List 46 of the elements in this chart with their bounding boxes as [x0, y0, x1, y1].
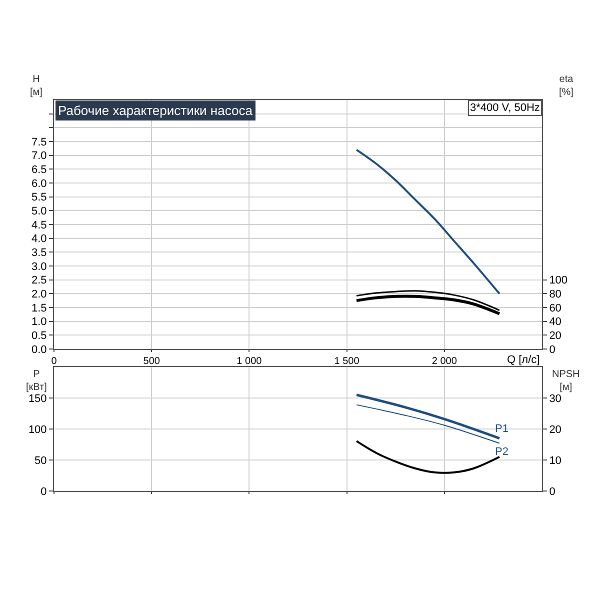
y2-axis-title: NPSH [м]: [552, 369, 580, 393]
y-tick-label: 2.0: [32, 288, 47, 301]
y-tick-label: 1.0: [32, 316, 47, 328]
y-tick-label: 7.0: [32, 150, 47, 162]
y2-tick-label: 0: [549, 486, 556, 498]
y-tick-label: 4.5: [32, 219, 47, 232]
y-tick-label: 7.5: [32, 136, 47, 148]
y-tick-label: 0: [40, 486, 47, 498]
y-tick-label: 150: [28, 392, 47, 405]
y2-tick-label: 0: [549, 344, 556, 356]
x-tick-label: 1 500: [334, 356, 360, 367]
annotation: 3*400 V, 50Hz: [470, 102, 540, 114]
y-tick-label: 5.5: [32, 192, 47, 204]
y-tick-label: 5.0: [32, 206, 47, 218]
x-tick-label: 1 000: [236, 356, 262, 367]
y2-axis-title: eta [%]: [559, 74, 574, 98]
y-tick-label: 100: [28, 424, 47, 436]
y-axis-title: H [м]: [30, 74, 43, 98]
y2-tick-label: 20: [549, 330, 562, 342]
y-tick-label: 50: [34, 454, 47, 467]
y-tick-label: 6.5: [32, 164, 47, 176]
line-series: [356, 290, 500, 312]
y2-tick-label: 60: [549, 302, 562, 314]
line-series: [356, 148, 500, 295]
y2-tick-label: 100: [549, 274, 568, 287]
y2-tick-label: 10: [549, 454, 562, 467]
x-tick-label: 2 000: [432, 356, 458, 367]
y-tick-label: 6.0: [32, 178, 47, 190]
y-tick-label: 3.0: [32, 260, 47, 273]
y2-tick-label: 20: [549, 424, 562, 436]
y-tick-label: 3.5: [32, 247, 47, 260]
y2-tick-label: 30: [549, 392, 562, 405]
series-label: P2: [495, 446, 508, 458]
y-axis-title: P [кВт]: [26, 369, 48, 393]
series-label: P1: [495, 423, 508, 435]
y-tick-label: 2.5: [32, 274, 47, 287]
y-tick-label: 1.5: [32, 302, 47, 314]
y-tick-label: 4.0: [32, 233, 47, 246]
x-axis-title: Q [л/с]: [507, 354, 540, 366]
y-tick-label: 0.5: [32, 330, 47, 342]
x-tick-label: 0: [51, 356, 58, 367]
y2-tick-label: 40: [549, 316, 562, 328]
x-tick-label: 500: [143, 356, 160, 367]
chart-title: Рабочие характеристики насоса: [58, 103, 254, 118]
y2-tick-label: 80: [549, 288, 562, 301]
y-tick-label: 0.0: [32, 344, 47, 356]
